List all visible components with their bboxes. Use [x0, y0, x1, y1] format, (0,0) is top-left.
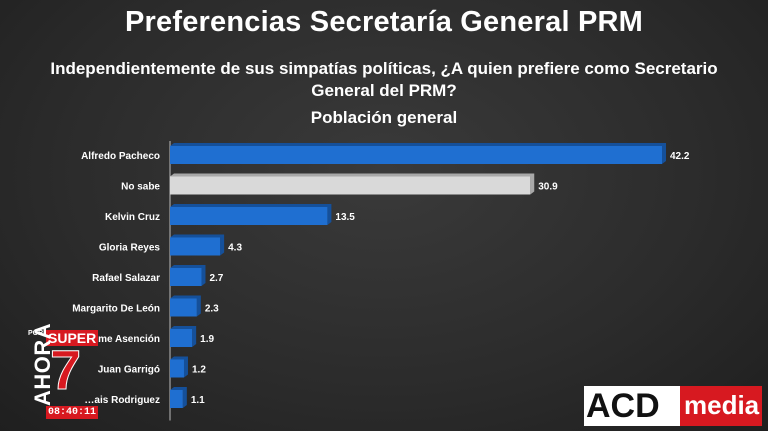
bar [170, 207, 328, 225]
super-label: SUPER [46, 330, 99, 346]
category-label: …me Asención [88, 334, 160, 345]
acd-text: ACD [586, 387, 660, 425]
bar-depth [170, 234, 225, 256]
value-label: 42.2 [670, 151, 690, 162]
bar [170, 298, 197, 317]
category-label: Margarito De León [72, 304, 160, 315]
value-label: 13.5 [335, 212, 355, 223]
value-label: 1.9 [200, 334, 214, 345]
value-label: 30.9 [538, 182, 558, 193]
bar [170, 176, 531, 195]
bar [170, 268, 202, 286]
value-label: 1.2 [192, 365, 206, 376]
bar-depth [170, 356, 188, 378]
bar-depth [170, 387, 187, 408]
category-label: Rafael Salazar [92, 273, 160, 284]
bar [170, 329, 193, 347]
question-line-2: General del PRM? [311, 81, 457, 100]
clock-time: 08:40:11 [46, 406, 99, 419]
bar-depth [170, 143, 666, 164]
ahora-label: AHORA [30, 322, 55, 406]
bar-depth [170, 173, 535, 195]
value-label: 4.3 [228, 243, 242, 254]
value-label: 2.7 [209, 273, 223, 284]
bar-depth [170, 326, 197, 347]
bar [170, 146, 662, 164]
bar-depth [170, 204, 332, 225]
value-label: 1.1 [191, 395, 205, 406]
category-label: Kelvin Cruz [105, 212, 160, 223]
value-label: 2.3 [205, 304, 219, 315]
category-label: Alfredo Pacheco [81, 151, 160, 162]
chart-subtitle: Población general [310, 108, 458, 127]
category-label: …ais Rodriguez [84, 395, 160, 406]
seven-label: 7 [49, 338, 82, 401]
chart-title: Preferencias Secretaría General PRM [125, 6, 643, 38]
bar-depth [170, 295, 201, 317]
category-label: No sabe [121, 182, 160, 193]
bar-depth [170, 265, 206, 286]
bar [170, 237, 221, 256]
category-label: Juan Garrigó [98, 365, 160, 376]
media-text: media [684, 390, 760, 420]
question-line-1: Independientemente de sus simpatías polí… [50, 59, 718, 78]
acd-media-logo: ACD media [584, 386, 762, 426]
porla-label: POR LA [28, 330, 55, 337]
chart-question: Independientemente de sus simpatías polí… [0, 58, 768, 102]
ahora-super7-badge: POR LA SUPER 7 AHORA 08:40:11 [28, 323, 99, 420]
bar [170, 390, 183, 408]
category-label: Gloria Reyes [99, 243, 161, 254]
bar [170, 359, 184, 378]
